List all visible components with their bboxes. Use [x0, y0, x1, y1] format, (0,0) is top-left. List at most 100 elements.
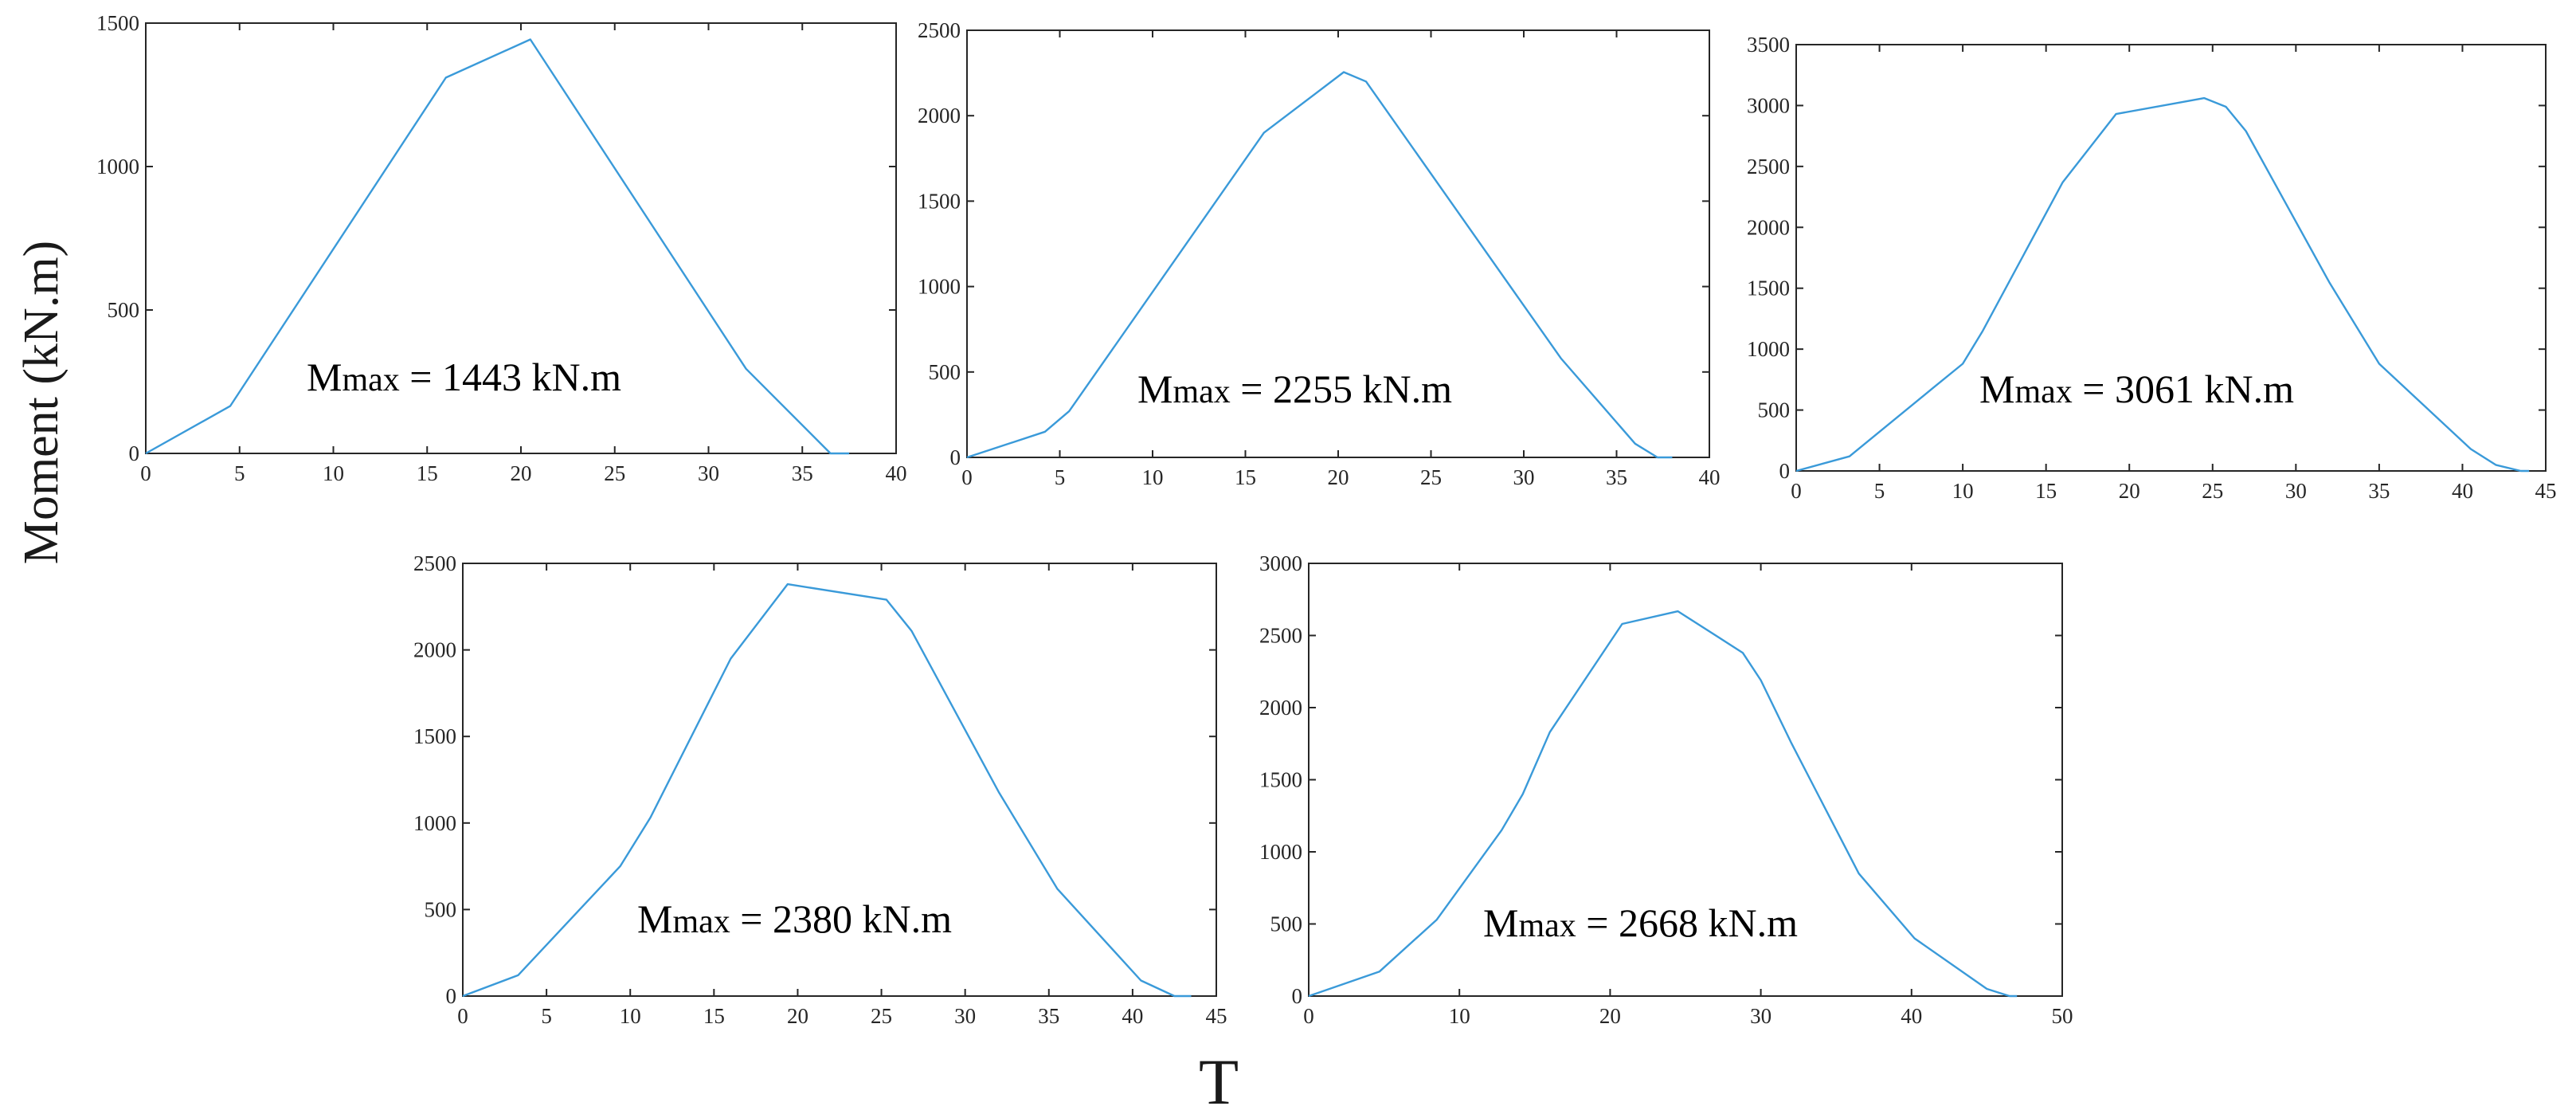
y-tick-label: 2000 — [413, 638, 456, 662]
plot-frame — [145, 22, 897, 454]
mmax-symbol: M — [1137, 367, 1173, 411]
y-tick-label: 1000 — [918, 275, 961, 299]
x-tick-label: 30 — [2285, 479, 2307, 503]
mmax-subscript: max — [1173, 374, 1230, 410]
x-tick-label: 0 — [1303, 1004, 1314, 1028]
plot-frame — [462, 563, 1217, 997]
x-tick-label: 45 — [1206, 1004, 1227, 1028]
y-tick-label: 2500 — [413, 551, 456, 575]
chart-panel-5: 0 10 20 30 40 50050010001500200025003000Mmax … — [1259, 551, 2073, 1028]
mmax-subscript: max — [2014, 374, 2072, 410]
plot-frame — [1795, 44, 2547, 472]
y-tick-label: 3000 — [1259, 551, 1302, 575]
x-tick-label: 0 — [457, 1004, 468, 1028]
x-tick-label: 30 — [1750, 1004, 1771, 1028]
x-tick-label: 40 — [1901, 1004, 1922, 1028]
x-tick-label: 15 — [703, 1004, 725, 1028]
moment-series-line — [1795, 96, 2530, 473]
y-tick-label: 2500 — [1747, 155, 1790, 178]
y-tick-label: 0 — [1779, 459, 1791, 483]
y-tick-label: 1000 — [1259, 840, 1302, 864]
mmax-annotation: Mmax = 1443 kN.m — [307, 355, 621, 399]
x-tick-label: 5 — [234, 461, 245, 485]
x-tick-label: 20 — [2119, 479, 2140, 503]
x-tick-label: 0 — [140, 461, 151, 485]
mmax-value: = 3061 kN.m — [2073, 367, 2294, 411]
x-tick-label: 25 — [2202, 479, 2223, 503]
x-tick-label: 10 — [1142, 465, 1164, 489]
x-tick-label: 5 — [1055, 465, 1066, 489]
x-tick-label: 30 — [954, 1004, 976, 1028]
chart-panel-2: 0 5 10 15 20 25 30 35 40 0 500 1000 1500 2000 2500 Mmax… — [918, 18, 1721, 489]
chart-panel-3: 0 5 10 15 20 25 30 35 40 45 0 500 1000 1500 2000 2500 30… — [1747, 33, 2557, 503]
x-tick-label: 20 — [1599, 1004, 1621, 1028]
y-tick-label: 1000 — [1747, 337, 1790, 361]
y-tick-label: 2000 — [1259, 696, 1302, 720]
mmax-subscript: max — [672, 904, 730, 940]
y-tick-label: 3500 — [1747, 33, 1790, 57]
y-tick-label: 0 — [1292, 984, 1303, 1008]
x-tick-label: 30 — [1513, 465, 1535, 489]
x-tick-label: 40 — [886, 461, 907, 485]
x-tick-label: 0 — [1791, 479, 1802, 503]
x-tick-label: 25 — [604, 461, 625, 485]
mmax-symbol: M — [1979, 367, 2014, 411]
y-tick-label: 500 — [108, 298, 140, 322]
y-tick-label: 0 — [446, 984, 457, 1008]
x-tick-label: 20 — [787, 1004, 808, 1028]
mmax-annotation: Mmax = 2255 kN.m — [1137, 367, 1452, 411]
mmax-symbol: M — [1483, 900, 1518, 945]
x-tick-label: 10 — [1449, 1004, 1470, 1028]
x-tick-label: 20 — [511, 461, 532, 485]
y-tick-label: 1500 — [96, 11, 139, 35]
y-tick-label: 500 — [929, 360, 961, 384]
mmax-annotation: Mmax = 3061 kN.m — [1979, 367, 2294, 411]
mmax-annotation: Mmax = 2668 kN.m — [1483, 900, 1798, 945]
x-tick-label: 35 — [1606, 465, 1627, 489]
x-tick-label: 5 — [1874, 479, 1885, 503]
x-tick-label: 25 — [1420, 465, 1442, 489]
y-tick-label: 1000 — [96, 155, 139, 178]
y-tick-label: 500 — [1270, 912, 1303, 936]
x-tick-label: 40 — [1122, 1004, 1143, 1028]
x-tick-label: 5 — [541, 1004, 552, 1028]
mmax-symbol: M — [637, 896, 672, 941]
y-tick-label: 3000 — [1747, 93, 1790, 117]
mmax-value: = 2255 kN.m — [1231, 367, 1452, 411]
y-tick-label: 0 — [129, 441, 140, 465]
y-tick-label: 500 — [1758, 398, 1791, 422]
x-tick-label: 35 — [2368, 479, 2390, 503]
x-tick-label: 20 — [1328, 465, 1349, 489]
y-tick-label: 0 — [950, 445, 961, 469]
y-tick-label: 2000 — [1747, 215, 1790, 239]
mmax-subscript: max — [342, 362, 399, 398]
x-tick-label: 10 — [620, 1004, 641, 1028]
x-tick-label: 0 — [961, 465, 973, 489]
y-tick-label: 1500 — [413, 724, 456, 748]
x-tick-label: 35 — [792, 461, 813, 485]
x-tick-label: 15 — [1235, 465, 1256, 489]
y-tick-label: 2500 — [918, 18, 961, 42]
mmax-subscript: max — [1518, 908, 1576, 944]
mmax-value: = 1443 kN.m — [400, 355, 621, 399]
x-tick-label: 10 — [323, 461, 344, 485]
x-tick-label: 45 — [2535, 479, 2557, 503]
moment-series-line — [1308, 610, 2018, 998]
x-tick-label: 15 — [417, 461, 438, 485]
chart-panel-4: 0 5 10 15 20 25 30 35 40 45 0 500 1000 1500 2000 2500 Mm… — [413, 551, 1227, 1028]
y-tick-label: 1000 — [413, 811, 456, 835]
y-tick-label: 1500 — [918, 189, 961, 213]
mmax-annotation: Mmax = 2380 kN.m — [637, 896, 952, 941]
moment-series-line — [145, 38, 850, 455]
moment-series-line — [462, 582, 1192, 998]
mmax-value: = 2380 kN.m — [730, 896, 952, 941]
y-tick-label: 2000 — [918, 104, 961, 127]
chart-panel-1: 0 5 10 15 20 25 30 35 40 0 500 1000 1500 Mmax = 1443 … — [96, 11, 907, 485]
y-tick-label: 500 — [425, 897, 457, 921]
moment-series-line — [966, 71, 1673, 459]
x-tick-label: 40 — [1699, 465, 1721, 489]
y-tick-label: 1500 — [1747, 277, 1790, 300]
y-tick-label: 1500 — [1259, 768, 1302, 792]
x-tick-label: 50 — [2052, 1004, 2073, 1028]
